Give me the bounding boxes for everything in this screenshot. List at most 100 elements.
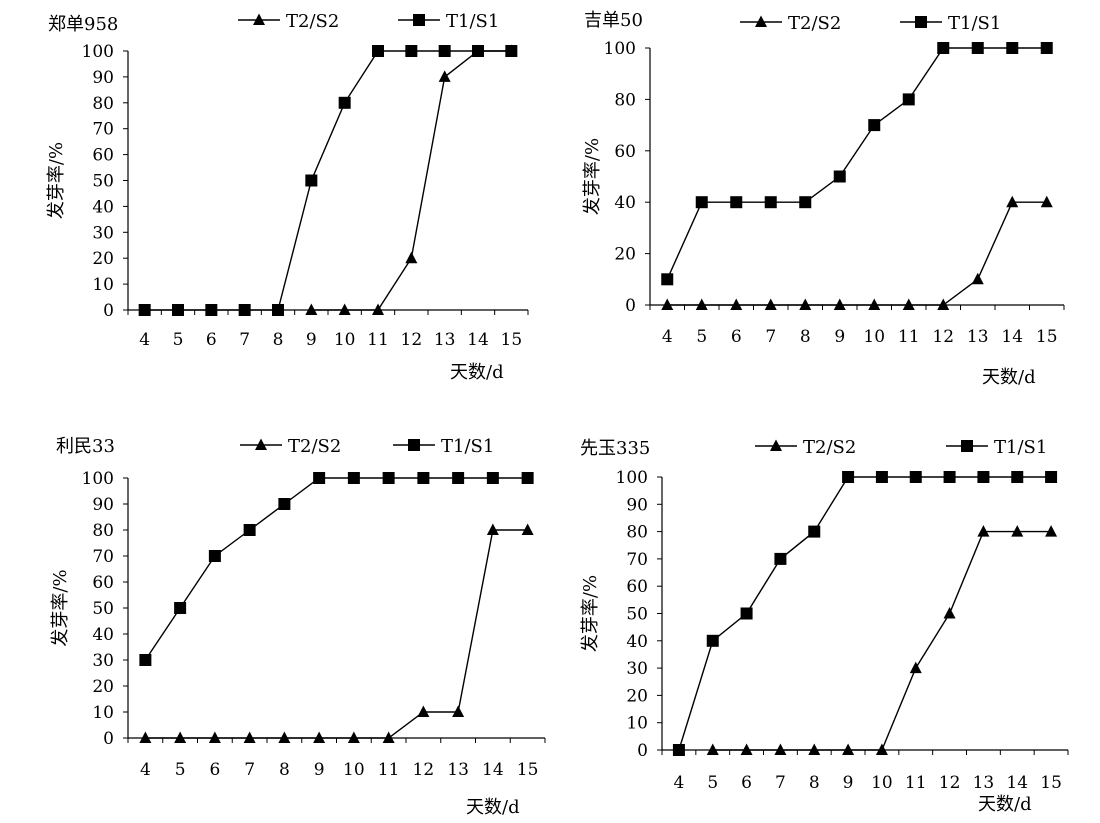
data-point-triangle [842, 743, 855, 755]
x-tick-label: 13 [434, 330, 456, 350]
data-point-square [338, 96, 351, 109]
data-point-triangle [943, 607, 956, 619]
data-point-triangle [372, 303, 384, 315]
chart-title: 先玉335 [580, 438, 650, 459]
y-axis-label: 发芽率/% [46, 142, 67, 219]
chart-panel-1: 郑单958 0 10 20 30 40 50 60 70 80 90 100 4 5 6 7 8 9 10 11 12 1… [46, 11, 529, 383]
data-point-triangle [382, 731, 395, 743]
data-point-triangle [706, 743, 719, 755]
legend-label: T2/S2 [288, 436, 341, 457]
data-point-square [902, 93, 915, 106]
y-tick-label: 40 [626, 632, 648, 652]
data-point-square [1040, 42, 1053, 54]
x-tick-label: 4 [140, 760, 151, 780]
data-point-square [505, 45, 518, 57]
y-axis-label: 发芽率/% [580, 575, 601, 652]
data-point-square [740, 607, 753, 620]
data-point-square [868, 119, 881, 132]
y-tick-label: 0 [103, 729, 114, 749]
data-point-square [799, 196, 812, 209]
x-tick-label: 13 [447, 760, 469, 780]
data-point-triangle [452, 705, 465, 717]
y-tick-label: 30 [92, 651, 114, 671]
x-tick-label: 14 [1001, 327, 1023, 347]
data-point-triangle [313, 731, 326, 743]
legend-label: T1/S1 [441, 436, 494, 457]
y-tick-label: 90 [92, 495, 114, 515]
x-axis-label: 天数/d [978, 794, 1032, 815]
data-point-square [672, 744, 685, 756]
data-point-square [205, 304, 218, 316]
data-point-square [661, 273, 674, 286]
data-point-triangle [909, 661, 922, 674]
legend-label: T2/S2 [788, 13, 841, 34]
data-point-square [305, 174, 318, 187]
y-tick-label: 70 [92, 547, 114, 567]
chart-panel-3: 利民33 0 10 20 30 40 50 60 70 80 90 100 4 5 6 7 8 9 10 11 12 13… [50, 436, 546, 818]
x-tick-label: 10 [343, 760, 365, 780]
legend-marker-triangle [755, 15, 767, 27]
data-point-square [971, 42, 984, 54]
data-point-square [243, 524, 256, 536]
x-tick-label: 11 [898, 327, 920, 347]
y-tick-label: 60 [626, 577, 648, 597]
data-point-square [172, 304, 184, 316]
y-tick-label: 20 [614, 245, 636, 265]
x-tick-label: 5 [696, 327, 707, 347]
x-axis-label: 天数/d [466, 797, 520, 818]
x-tick-label: 10 [334, 330, 356, 350]
x-tick-label: 15 [501, 330, 523, 350]
x-tick-label: 9 [843, 773, 854, 793]
data-point-triangle [661, 298, 674, 310]
data-point-triangle [875, 743, 888, 755]
data-point-square [937, 42, 950, 54]
x-tick-label: 4 [662, 327, 673, 347]
data-point-triangle [278, 731, 291, 743]
data-point-square [382, 472, 395, 484]
data-point-triangle [868, 298, 881, 310]
data-point-triangle [405, 251, 418, 264]
data-point-square [695, 196, 708, 209]
data-point-square [1006, 42, 1019, 54]
x-tick-label: 13 [973, 773, 995, 793]
y-tick-label: 80 [614, 90, 636, 110]
y-tick-label: 50 [92, 599, 114, 619]
x-tick-label: 6 [731, 327, 742, 347]
data-point-triangle [808, 743, 821, 755]
x-tick-label: 8 [800, 327, 811, 347]
legend-marker-square [915, 16, 927, 28]
y-tick-label: 0 [625, 296, 636, 316]
data-point-triangle [438, 70, 451, 82]
data-point-triangle [1011, 525, 1024, 537]
y-tick-label: 40 [92, 625, 114, 645]
y-tick-label: 20 [626, 686, 648, 706]
x-tick-label: 5 [173, 330, 184, 350]
x-tick-label: 13 [967, 327, 989, 347]
data-point-square [138, 304, 151, 316]
x-tick-label: 6 [209, 760, 220, 780]
legend-marker-triangle [770, 439, 782, 451]
data-point-square [486, 472, 499, 484]
x-tick-label: 6 [741, 773, 752, 793]
data-point-square [764, 196, 777, 209]
x-tick-label: 4 [674, 773, 685, 793]
data-point-square [452, 472, 465, 484]
data-point-square [977, 471, 990, 483]
data-point-square [417, 472, 430, 484]
data-point-triangle [774, 743, 787, 755]
y-tick-label: 60 [92, 146, 114, 166]
y-tick-label: 90 [626, 495, 648, 515]
x-tick-label: 8 [279, 760, 290, 780]
x-tick-label: 12 [932, 327, 954, 347]
y-tick-label: 40 [614, 193, 636, 213]
chart-title: 郑单958 [48, 14, 118, 35]
chart-title: 利民33 [56, 436, 115, 457]
data-point-square [313, 472, 326, 484]
data-point-triangle [695, 298, 708, 310]
x-tick-label: 14 [1006, 773, 1028, 793]
chart-panel-4: 先玉335 0 10 20 30 40 50 60 70 80 90 100 4 5 6 7 8 9 10 11 12 1… [580, 437, 1069, 815]
data-point-triangle [1040, 195, 1053, 208]
x-tick-label: 12 [401, 330, 423, 350]
data-point-square [706, 634, 719, 647]
